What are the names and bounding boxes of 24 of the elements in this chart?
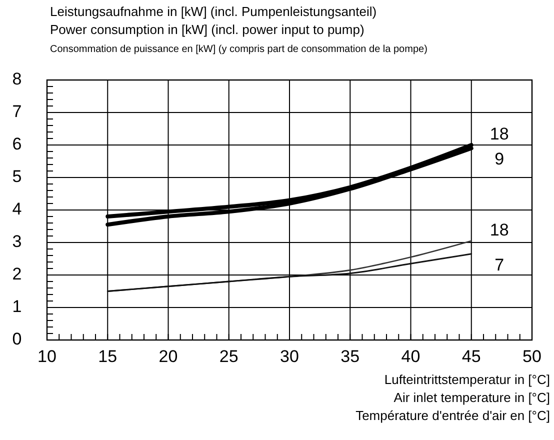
x-tick-label: 20 bbox=[158, 347, 178, 366]
x-tick-label: 35 bbox=[340, 347, 360, 366]
x-tick-label: 25 bbox=[219, 347, 238, 366]
series-label: 7 bbox=[494, 255, 504, 274]
series-label: 18 bbox=[490, 220, 509, 240]
y-tick-label: 1 bbox=[12, 296, 22, 316]
y-tick-label: 5 bbox=[12, 166, 22, 186]
x-tick-label: 10 bbox=[38, 347, 56, 366]
y-tick-label: 3 bbox=[12, 232, 22, 251]
x-tick-label: 15 bbox=[98, 347, 118, 366]
chart-title: Leistungsaufnahme in [kW] (incl. Pumpenleistungsanteil) Power consumption in [kW] (incl. power input to pump) Consommation de puissance en [kW] (y compris part de consommation de la pompe) bbox=[50, 4, 428, 55]
y-tick-label: 0 bbox=[12, 329, 22, 348]
y-tick-label: 7 bbox=[12, 102, 22, 121]
series-label: 18 bbox=[490, 124, 509, 144]
x-tick-label: 30 bbox=[280, 347, 299, 366]
x-tick-label: 50 bbox=[522, 347, 542, 366]
y-tick-label: 6 bbox=[12, 134, 22, 154]
x-tick-label: 40 bbox=[401, 347, 420, 366]
y-tick-label: 2 bbox=[12, 264, 22, 284]
series-label: 9 bbox=[494, 150, 504, 169]
x-axis-title: Lufteintrittstemperatur in [°C] Air inlet temperature in [°C] Température d'entrée d'air en [°C] bbox=[356, 372, 550, 423]
y-tick-label: 8 bbox=[12, 69, 22, 88]
y-tick-label: 4 bbox=[12, 199, 22, 218]
x-tick-label: 45 bbox=[462, 347, 481, 366]
